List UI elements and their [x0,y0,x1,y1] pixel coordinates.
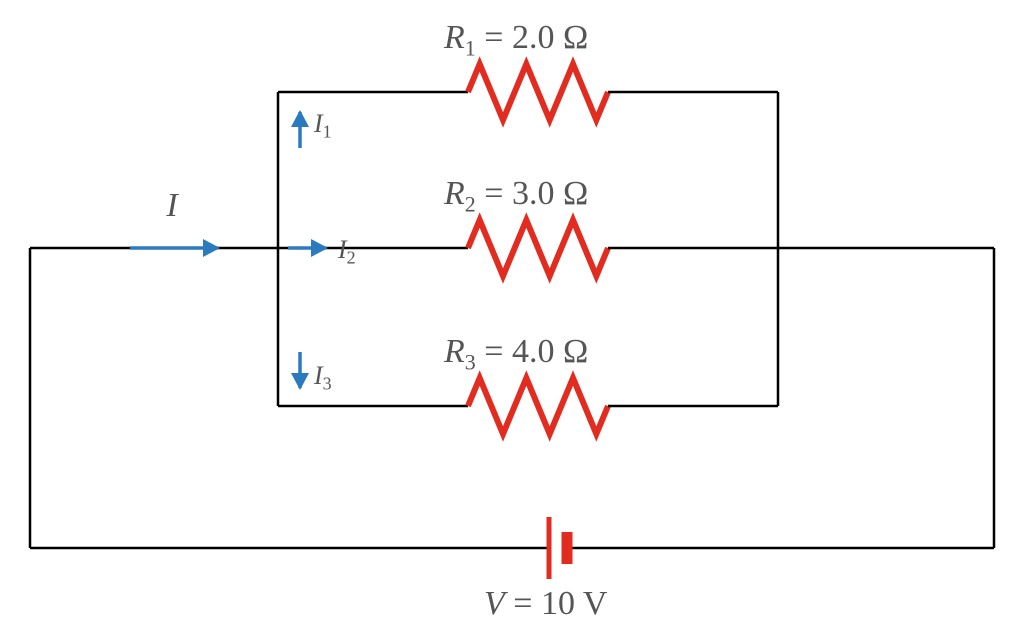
arrow-I1 [291,110,309,148]
label-voltage: V = 10 V [484,585,608,622]
label-I2: I2 [337,235,356,268]
current-arrows [130,110,328,390]
label-I: I [165,187,179,224]
label-r1: R1 = 2.0 Ω [443,19,588,60]
resistor-r1 [468,64,608,120]
arrow-I_main [130,239,220,257]
resistor-r2 [468,220,608,276]
label-r2: R2 = 3.0 Ω [443,175,588,216]
resistor-r3 [468,378,608,434]
arrow-I3 [291,352,309,390]
circuit-diagram: R1 = 2.0 Ω R2 = 3.0 Ω R3 = 4.0 Ω V = 10 V I I… [0,0,1024,633]
label-I3: I3 [313,361,332,394]
label-r3: R3 = 4.0 Ω [443,333,588,374]
label-I1: I1 [313,109,332,142]
arrow-I2 [288,239,328,257]
